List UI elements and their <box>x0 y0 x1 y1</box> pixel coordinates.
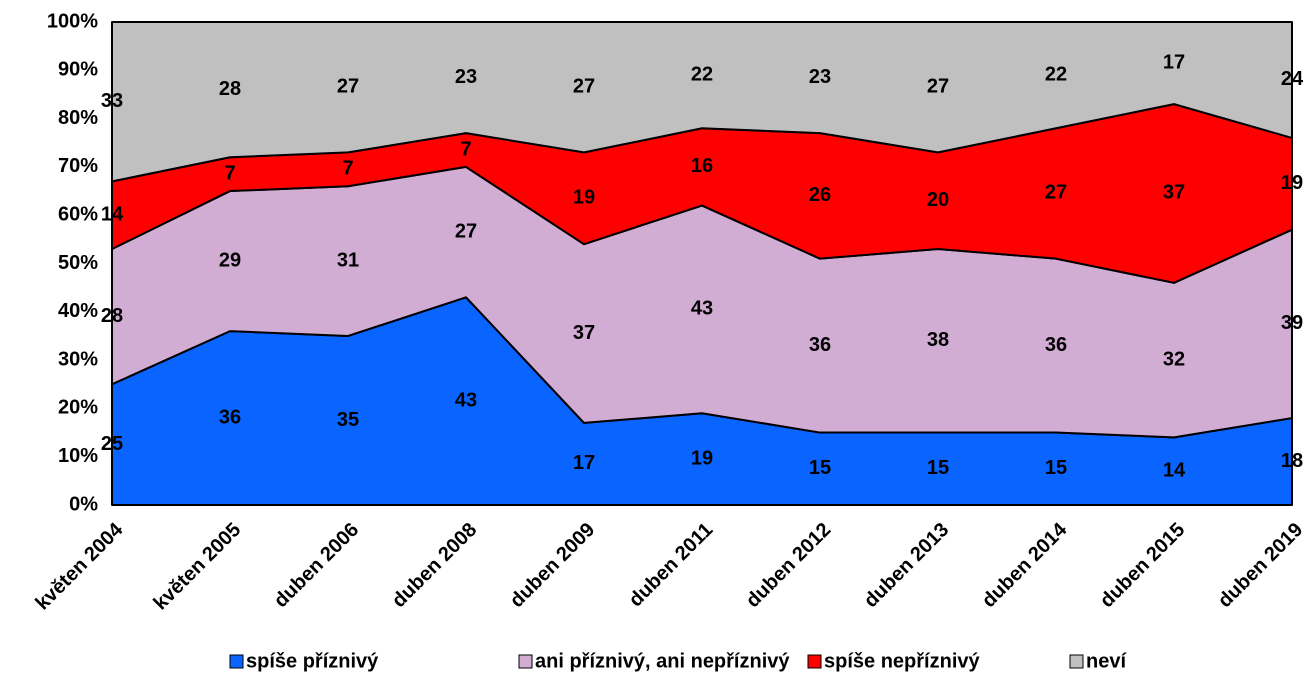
legend-swatch <box>518 654 533 669</box>
y-tick-label: 30% <box>58 348 98 370</box>
data-label: 37 <box>1163 182 1185 204</box>
data-label: 33 <box>101 90 123 112</box>
data-label: 35 <box>337 409 359 431</box>
legend-swatch <box>1069 654 1084 669</box>
data-label: 27 <box>337 75 359 97</box>
legend-item: ani příznivý, ani nepříznivý <box>518 650 790 672</box>
y-tick-label: 70% <box>58 155 98 177</box>
data-label: 27 <box>1045 182 1067 204</box>
data-label: 7 <box>460 138 471 160</box>
data-label: 27 <box>927 75 949 97</box>
legend-label: spíše příznivý <box>246 650 379 672</box>
data-label: 7 <box>224 162 235 184</box>
x-tick-label: duben 2014 <box>978 518 1072 612</box>
data-label: 36 <box>1045 334 1067 356</box>
data-label: 28 <box>101 305 123 327</box>
data-label: 19 <box>691 447 713 469</box>
data-label: 22 <box>1045 63 1067 85</box>
data-label: 26 <box>809 184 831 206</box>
data-label: 43 <box>455 389 477 411</box>
data-label: 7 <box>342 158 353 180</box>
x-tick-label: duben 2015 <box>1096 519 1189 612</box>
data-label: 37 <box>573 322 595 344</box>
y-tick-label: 10% <box>58 445 98 467</box>
data-label: 38 <box>927 329 949 351</box>
data-label: 22 <box>691 63 713 85</box>
x-tick-label: duben 2019 <box>1214 519 1307 612</box>
legend-item: spíše příznivý <box>229 650 379 672</box>
x-tick-label: květen 2005 <box>150 519 246 615</box>
y-tick-label: 90% <box>58 59 98 81</box>
data-label: 17 <box>573 452 595 474</box>
legend-swatch <box>807 654 822 669</box>
legend-swatch <box>229 654 244 669</box>
legend-label: neví <box>1086 650 1127 672</box>
y-tick-label: 40% <box>58 300 98 322</box>
x-tick-label: květen 2004 <box>32 518 128 614</box>
data-label: 14 <box>101 203 124 225</box>
data-label: 36 <box>809 334 831 356</box>
x-tick-label: duben 2012 <box>742 519 835 612</box>
data-label: 15 <box>1045 457 1067 479</box>
data-label: 17 <box>1163 51 1185 73</box>
data-label: 43 <box>691 298 713 320</box>
data-label: 16 <box>691 155 713 177</box>
data-label: 23 <box>809 66 831 88</box>
data-label: 31 <box>337 249 359 271</box>
data-label: 32 <box>1163 348 1185 370</box>
data-label: 15 <box>927 457 949 479</box>
data-label: 29 <box>219 249 241 271</box>
data-label: 18 <box>1281 450 1303 472</box>
y-tick-label: 100% <box>47 10 98 32</box>
data-label: 15 <box>809 457 831 479</box>
data-label: 27 <box>573 75 595 97</box>
data-label: 36 <box>219 406 241 428</box>
x-tick-label: duben 2013 <box>860 519 953 612</box>
data-label: 27 <box>455 220 477 242</box>
legend-label: spíše nepříznivý <box>824 650 980 672</box>
data-label: 24 <box>1281 68 1304 90</box>
data-label: 19 <box>573 187 595 209</box>
data-label: 39 <box>1281 312 1303 334</box>
x-tick-label: duben 2011 <box>625 519 718 612</box>
data-label: 14 <box>1163 459 1186 481</box>
y-tick-label: 50% <box>58 252 98 274</box>
data-label: 23 <box>455 66 477 88</box>
y-tick-label: 20% <box>58 397 98 419</box>
legend-label: ani příznivý, ani nepříznivý <box>535 650 790 672</box>
y-tick-label: 0% <box>69 493 98 515</box>
x-tick-label: duben 2009 <box>506 519 599 612</box>
data-label: 25 <box>101 433 123 455</box>
legend-item: neví <box>1069 650 1127 672</box>
data-label: 28 <box>219 78 241 100</box>
data-label: 19 <box>1281 172 1303 194</box>
y-tick-label: 80% <box>58 107 98 129</box>
x-tick-label: duben 2008 <box>388 519 481 612</box>
area <box>111 21 1293 183</box>
y-tick-label: 60% <box>58 203 98 225</box>
legend-item: spíše nepříznivý <box>807 650 980 672</box>
x-tick-label: duben 2006 <box>270 519 363 612</box>
data-label: 20 <box>927 189 949 211</box>
